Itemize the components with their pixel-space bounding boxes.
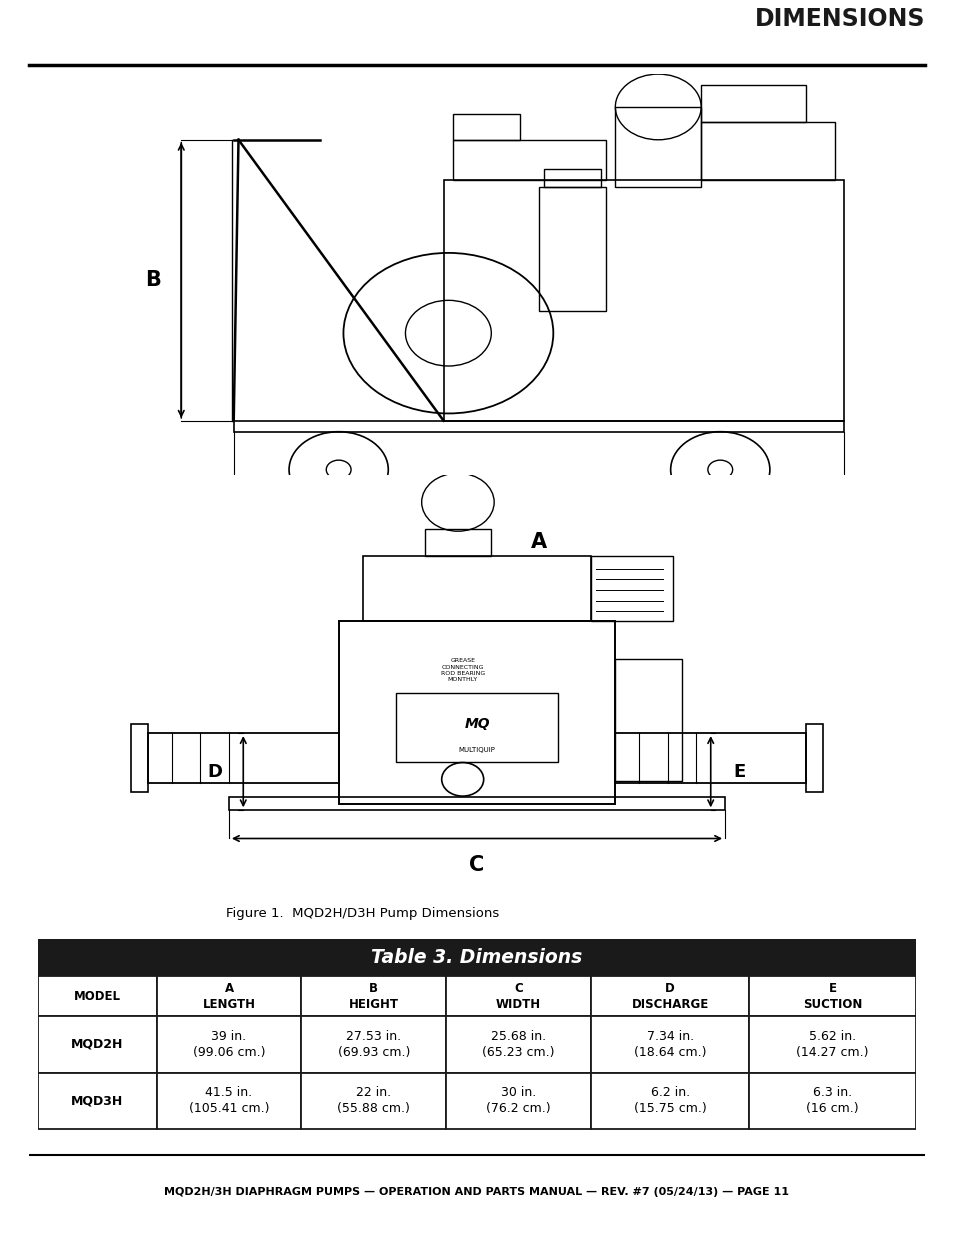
Bar [38, 976, 156, 1016]
Text: DIMENSIONS: DIMENSIONS [754, 7, 924, 31]
Bar [38, 1016, 156, 1072]
Text: D: D [207, 763, 222, 781]
Bar [615, 107, 700, 188]
Text: B: B [145, 270, 160, 290]
Bar [156, 976, 301, 1016]
Text: 22 in.
(55.88 cm.): 22 in. (55.88 cm.) [337, 1087, 410, 1115]
Text: 30 in.
(76.2 cm.): 30 in. (76.2 cm.) [486, 1087, 551, 1115]
Bar [446, 1016, 591, 1072]
Bar [453, 115, 519, 140]
Text: B
HEIGHT: B HEIGHT [349, 982, 398, 1010]
Text: GREASE
CONNECTING
ROD BEARING
MONTHLY: GREASE CONNECTING ROD BEARING MONTHLY [440, 658, 484, 682]
Text: 6.3 in.
(16 cm.): 6.3 in. (16 cm.) [805, 1087, 858, 1115]
Bar [591, 556, 672, 620]
Bar [156, 1016, 301, 1072]
Bar [229, 797, 724, 810]
Text: Table 3. Dimensions: Table 3. Dimensions [371, 947, 582, 967]
Bar [38, 939, 915, 976]
Bar [301, 1072, 446, 1129]
Bar [424, 529, 491, 556]
Bar [543, 169, 600, 188]
Bar [131, 724, 148, 792]
Bar [233, 421, 843, 432]
Bar [446, 976, 591, 1016]
Text: MQD3H: MQD3H [71, 1094, 123, 1108]
Text: 41.5 in.
(105.41 cm.): 41.5 in. (105.41 cm.) [189, 1087, 269, 1115]
Bar [443, 180, 843, 421]
Bar [148, 734, 338, 783]
Bar [700, 85, 805, 121]
Text: 25.68 in.
(65.23 cm.): 25.68 in. (65.23 cm.) [482, 1030, 555, 1058]
Text: 6.2 in.
(15.75 cm.): 6.2 in. (15.75 cm.) [633, 1087, 706, 1115]
Bar [301, 1016, 446, 1072]
Text: 5.62 in.
(14.27 cm.): 5.62 in. (14.27 cm.) [796, 1030, 868, 1058]
Text: Figure 1.  MQD2H/D3H Pump Dimensions: Figure 1. MQD2H/D3H Pump Dimensions [226, 908, 498, 920]
Text: C: C [469, 856, 484, 876]
Bar [615, 734, 805, 783]
Bar [748, 1016, 915, 1072]
Bar [591, 1072, 748, 1129]
Bar [615, 658, 681, 781]
Text: E: E [733, 763, 744, 781]
Text: 7.34 in.
(18.64 cm.): 7.34 in. (18.64 cm.) [633, 1030, 705, 1058]
Bar [748, 976, 915, 1016]
Text: 27.53 in.
(69.93 cm.): 27.53 in. (69.93 cm.) [337, 1030, 410, 1058]
Text: A: A [531, 532, 546, 552]
Bar [362, 556, 591, 620]
Text: MODEL: MODEL [73, 989, 121, 1003]
Bar [805, 724, 822, 792]
Bar [538, 188, 605, 311]
Text: E
SUCTION: E SUCTION [801, 982, 862, 1010]
Text: MULTIQUIP: MULTIQUIP [458, 747, 495, 753]
Text: A
LENGTH: A LENGTH [202, 982, 255, 1010]
Bar [446, 1072, 591, 1129]
Bar [748, 1072, 915, 1129]
Text: MQD2H/3H DIAPHRAGM PUMPS — OPERATION AND PARTS MANUAL — REV. #7 (05/24/13) — PAG: MQD2H/3H DIAPHRAGM PUMPS — OPERATION AND… [164, 1187, 789, 1198]
Bar [338, 620, 615, 804]
Bar [38, 1072, 156, 1129]
Bar [453, 140, 605, 180]
Bar [591, 1016, 748, 1072]
Text: C
WIDTH: C WIDTH [496, 982, 540, 1010]
Text: MQD2H: MQD2H [71, 1037, 124, 1051]
Text: 39 in.
(99.06 cm.): 39 in. (99.06 cm.) [193, 1030, 265, 1058]
Bar [700, 121, 834, 180]
Bar [591, 976, 748, 1016]
Text: MQ: MQ [464, 716, 489, 731]
Bar [395, 693, 558, 762]
Bar [156, 1072, 301, 1129]
Text: D
DISCHARGE: D DISCHARGE [631, 982, 708, 1010]
Bar [301, 976, 446, 1016]
